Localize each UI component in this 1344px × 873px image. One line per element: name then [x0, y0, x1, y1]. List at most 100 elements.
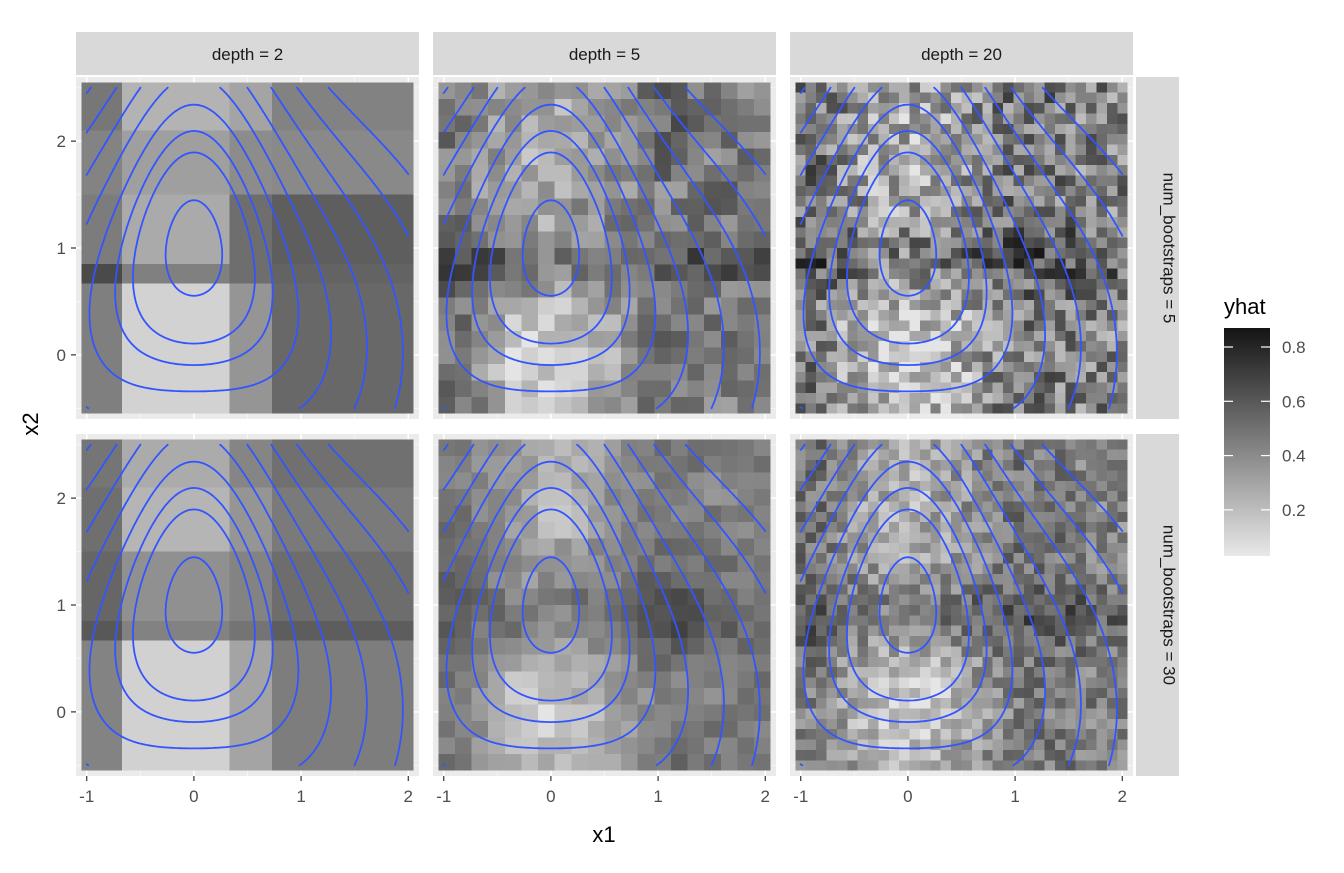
heatmap-tile: [847, 615, 858, 626]
heatmap-tile: [737, 737, 755, 755]
heatmap-tile: [971, 760, 983, 771]
heatmap-tile: [1034, 154, 1045, 166]
heatmap-tile: [571, 148, 588, 166]
heatmap-tile: [1023, 501, 1035, 512]
heatmap-tile: [621, 737, 638, 755]
heatmap-tile: [1034, 501, 1045, 512]
contour-line: [471, 130, 631, 366]
heatmap-tile: [899, 82, 910, 93]
heatmap-tile: [637, 214, 655, 232]
heatmap-tile: [857, 227, 869, 238]
heatmap-tile: [795, 227, 806, 238]
heatmap-tile: [1117, 144, 1128, 155]
heatmap-tile: [521, 538, 539, 556]
heatmap-tile: [940, 310, 952, 321]
heatmap-tile: [847, 687, 858, 699]
heatmap-tile: [1117, 760, 1128, 771]
heatmap-tile: [554, 330, 572, 348]
heatmap-tile: [971, 563, 983, 574]
heatmap-tile: [1034, 102, 1045, 114]
heatmap-tile: [971, 573, 983, 585]
heatmap-tile: [847, 206, 858, 217]
heatmap-tile: [888, 677, 900, 688]
heatmap-tile: [899, 729, 910, 740]
heatmap-tile: [538, 148, 555, 166]
heatmap-tile: [587, 604, 605, 622]
heatmap-tile: [1013, 739, 1024, 750]
heatmap-tile: [1003, 522, 1014, 533]
heatmap-tile: [992, 491, 1004, 502]
heatmap-tile: [971, 542, 983, 554]
heatmap-tile: [538, 247, 555, 265]
heatmap-tile: [816, 708, 827, 719]
legend-label: 0.4: [1282, 447, 1306, 466]
heatmap-tile: [1075, 449, 1087, 461]
heatmap-tile: [538, 347, 555, 364]
heatmap-tile: [1044, 175, 1056, 186]
heatmap-tile: [1023, 656, 1035, 668]
heatmap-tile: [826, 175, 838, 186]
heatmap-tile: [805, 372, 817, 383]
heatmap-tile: [878, 553, 889, 564]
heatmap-tile: [951, 459, 962, 471]
heatmap-tile: [816, 687, 827, 699]
x-tick-label: -1: [793, 787, 808, 806]
heatmap-tile: [1086, 573, 1097, 585]
heatmap-tile: [1065, 667, 1076, 678]
heatmap-tile: [1096, 718, 1107, 730]
heatmap-tile: [538, 720, 555, 738]
heatmap-tile: [826, 749, 838, 761]
contour-line: [799, 443, 1124, 594]
heatmap-tile: [971, 196, 983, 207]
heatmap-tile: [888, 698, 900, 709]
heatmap-tile: [961, 532, 972, 543]
heatmap-tile: [1086, 635, 1097, 647]
facet-panel: [76, 77, 419, 419]
heatmap-tile: [1106, 491, 1118, 502]
heatmap-tile: [847, 175, 858, 186]
heatmap-tile: [971, 154, 983, 166]
heatmap-tile: [992, 635, 1004, 647]
heatmap-tile: [992, 351, 1004, 362]
heatmap-tile: [1065, 604, 1076, 616]
heatmap-tile: [930, 729, 941, 740]
heatmap-tile: [587, 82, 605, 99]
heatmap-tile: [816, 718, 827, 730]
heatmap-tile: [1034, 718, 1045, 730]
heatmap-tile: [961, 656, 972, 668]
facet-panel: [433, 77, 776, 419]
heatmap-tile: [982, 739, 993, 750]
heatmap-tile: [1034, 403, 1045, 414]
heatmap-tile: [521, 198, 539, 215]
heatmap-tile: [1086, 278, 1097, 290]
heatmap-tile: [1054, 729, 1066, 740]
row-strip-label: num_bootstraps = 30: [1160, 525, 1179, 685]
heatmap-tile: [637, 281, 655, 298]
heatmap-tile: [637, 555, 655, 572]
heatmap-tile: [909, 718, 921, 730]
heatmap-tiles: [795, 439, 1128, 771]
heatmap-tile: [857, 206, 869, 217]
heatmap-tile: [1065, 449, 1076, 461]
heatmap-tile: [1003, 604, 1014, 616]
heatmap-tile: [836, 677, 848, 688]
heatmap-tile: [940, 708, 952, 719]
heatmap-tile: [982, 372, 993, 383]
heatmap-tile: [982, 439, 993, 450]
heatmap-tile: [637, 654, 655, 672]
heatmap-tile: [899, 92, 910, 104]
heatmap-tile: [826, 542, 838, 554]
heatmap-tile: [1044, 449, 1056, 461]
heatmap-tile: [971, 206, 983, 217]
heatmap-tile: [1054, 677, 1066, 688]
heatmap-tile: [1044, 625, 1056, 637]
heatmap-tile: [1044, 604, 1056, 616]
heatmap-tile: [1054, 247, 1066, 259]
heatmap-tile: [816, 113, 827, 124]
heatmap-tile: [878, 299, 889, 311]
facet-panel: [433, 434, 776, 776]
heatmap-tile: [1065, 553, 1076, 564]
heatmap-tile: [847, 501, 858, 512]
heatmap-tile: [737, 439, 755, 456]
heatmap-tile: [720, 720, 738, 738]
